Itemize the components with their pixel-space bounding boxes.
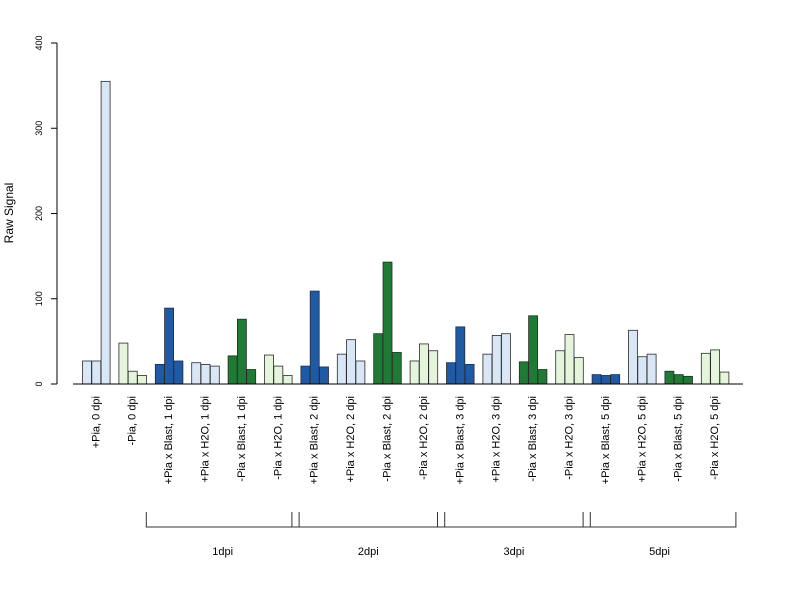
bar xyxy=(455,326,466,385)
bar xyxy=(200,363,211,385)
bar xyxy=(100,80,111,385)
x-tick-label: +Pia x H2O, 1 dpi xyxy=(200,396,212,483)
bar xyxy=(319,366,329,385)
x-tick-label: -Pia x H2O, 5 dpi xyxy=(709,396,721,480)
y-axis-label: Raw Signal xyxy=(2,183,16,244)
y-axis: 0 100 200 300 400 xyxy=(34,35,58,387)
x-tick-label: +Pia, 0 dpi xyxy=(90,396,102,448)
bar xyxy=(573,357,584,385)
group-brackets: 1dpi 2dpi 3dpi 5dpi xyxy=(145,512,737,558)
bars xyxy=(82,80,730,385)
bar xyxy=(154,363,165,385)
bar xyxy=(164,307,175,385)
y-tick-label: 200 xyxy=(34,206,44,221)
bar xyxy=(601,375,611,385)
bar xyxy=(446,362,456,385)
group-bracket xyxy=(291,512,446,528)
x-tick-label: +Pia x H2O, 3 dpi xyxy=(491,396,503,483)
group-label: 5dpi xyxy=(649,546,670,558)
x-tick-label: +Pia x H2O, 5 dpi xyxy=(636,396,648,483)
bar xyxy=(309,290,320,385)
bar xyxy=(719,371,730,385)
bar xyxy=(273,365,284,385)
x-tick-label: -Pia x Blast, 5 dpi xyxy=(673,396,685,482)
bar xyxy=(227,355,238,385)
bar xyxy=(118,342,129,385)
bar xyxy=(264,354,274,385)
bar xyxy=(137,375,147,385)
bar xyxy=(418,343,429,385)
group-label: 1dpi xyxy=(212,546,233,558)
group-bracket xyxy=(145,512,300,528)
bar xyxy=(555,350,566,385)
x-tick-labels: +Pia, 0 dpi -Pia, 0 dpi +Pia x Blast, 1 dp… xyxy=(90,396,721,484)
bar xyxy=(428,350,439,385)
bar xyxy=(683,375,693,385)
x-tick-label: +Pia x Blast, 2 dpi xyxy=(309,396,321,484)
bar xyxy=(236,318,247,385)
bar xyxy=(300,365,311,385)
bar xyxy=(191,362,202,385)
bar xyxy=(346,339,357,385)
bar xyxy=(127,370,138,385)
x-tick-label: -Pia x H2O, 2 dpi xyxy=(418,396,430,480)
x-tick-label: -Pia x Blast, 3 dpi xyxy=(527,396,539,482)
bar xyxy=(282,375,293,385)
bar xyxy=(246,369,257,385)
x-tick-label: +Pia x H2O, 2 dpi xyxy=(345,396,357,483)
bar xyxy=(591,374,602,385)
bar xyxy=(646,353,657,385)
x-tick-label: -Pia x H2O, 3 dpi xyxy=(564,396,576,480)
y-tick-label: 100 xyxy=(34,291,44,306)
bar xyxy=(382,261,393,385)
bar xyxy=(700,352,711,385)
bar xyxy=(610,374,621,385)
bar xyxy=(673,374,684,385)
bar xyxy=(637,356,648,385)
y-tick-label: 400 xyxy=(34,35,44,50)
x-tick-label: -Pia x H2O, 1 dpi xyxy=(272,396,284,480)
bar xyxy=(409,360,420,385)
bar xyxy=(564,334,575,385)
bar xyxy=(391,352,402,385)
bar xyxy=(209,365,220,385)
x-tick-label: -Pia x Blast, 2 dpi xyxy=(382,396,394,482)
group-label: 3dpi xyxy=(504,546,525,558)
x-tick-label: +Pia x Blast, 3 dpi xyxy=(454,396,466,484)
group-label: 2dpi xyxy=(358,546,379,558)
bar xyxy=(173,360,184,385)
bar xyxy=(82,360,92,385)
bar xyxy=(482,353,493,385)
x-tick-label: +Pia x Blast, 5 dpi xyxy=(600,396,612,484)
bar xyxy=(464,363,475,385)
x-tick-label: +Pia x Blast, 1 dpi xyxy=(163,396,175,484)
bar xyxy=(336,353,347,385)
bar xyxy=(355,360,366,385)
bar xyxy=(491,335,502,385)
y-tick-label: 0 xyxy=(34,381,44,386)
bar xyxy=(373,333,384,385)
group-bracket xyxy=(582,512,737,528)
y-tick-label: 300 xyxy=(34,121,44,136)
group-bracket xyxy=(437,512,591,528)
bar xyxy=(628,329,638,385)
bar xyxy=(710,349,720,385)
bar xyxy=(91,360,102,385)
x-tick-label: -Pia, 0 dpi xyxy=(127,396,139,446)
bar xyxy=(664,370,675,385)
x-tick-label: -Pia x Blast, 1 dpi xyxy=(236,396,248,482)
bar xyxy=(518,361,529,385)
bar xyxy=(501,333,511,385)
bar xyxy=(537,369,548,385)
bar xyxy=(528,315,538,385)
